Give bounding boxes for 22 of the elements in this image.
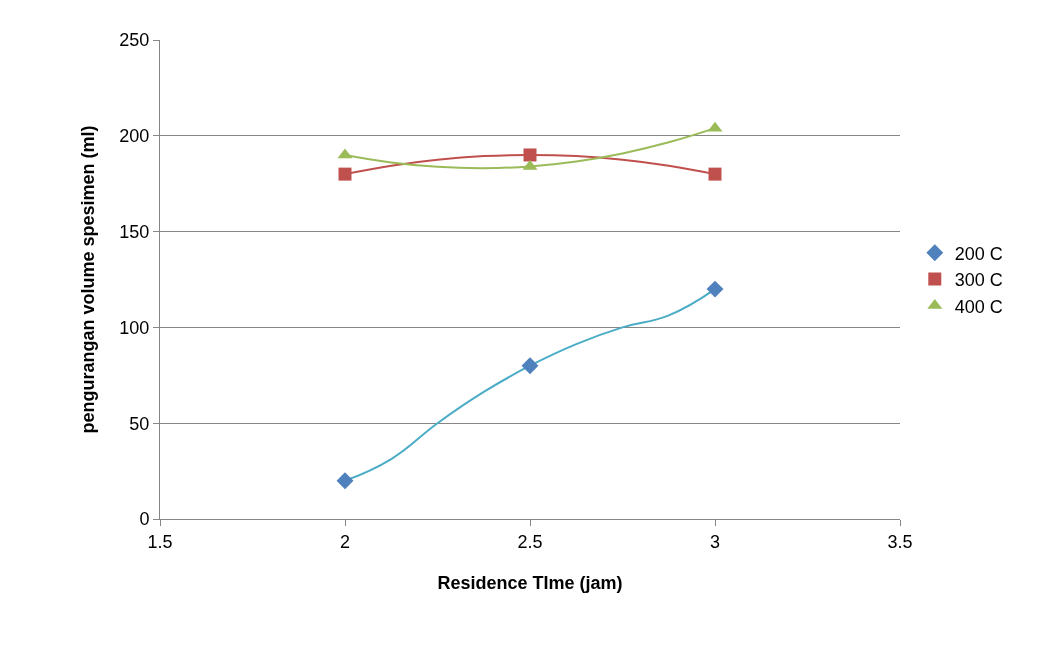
point <box>708 167 722 181</box>
x-tick-label: 2.5 <box>517 531 543 552</box>
point <box>336 472 354 490</box>
y-axis-title: pengurangan volume spesimen (ml) <box>77 125 98 434</box>
point <box>338 167 352 181</box>
y-tick-label: 100 <box>119 317 150 338</box>
legend-label: 200 C <box>954 243 1003 264</box>
y-tick-label: 150 <box>119 221 150 242</box>
point <box>523 148 537 162</box>
legend-label: 300 C <box>954 270 1003 291</box>
y-tick-label: 250 <box>119 30 150 51</box>
x-tick-label: 3 <box>709 531 721 552</box>
x-tick-label: 3.5 <box>887 531 913 552</box>
point <box>706 280 724 298</box>
point <box>521 357 539 375</box>
y-tick-label: 200 <box>119 126 150 147</box>
x-axis-title: Residence TIme (jam) <box>437 572 623 593</box>
legend-label: 400 C <box>954 296 1003 317</box>
y-tick-label: 50 <box>129 413 150 434</box>
y-tick-label: 0 <box>139 509 150 530</box>
x-tick-label: 1.5 <box>147 531 173 552</box>
x-tick-label: 2 <box>339 531 351 552</box>
